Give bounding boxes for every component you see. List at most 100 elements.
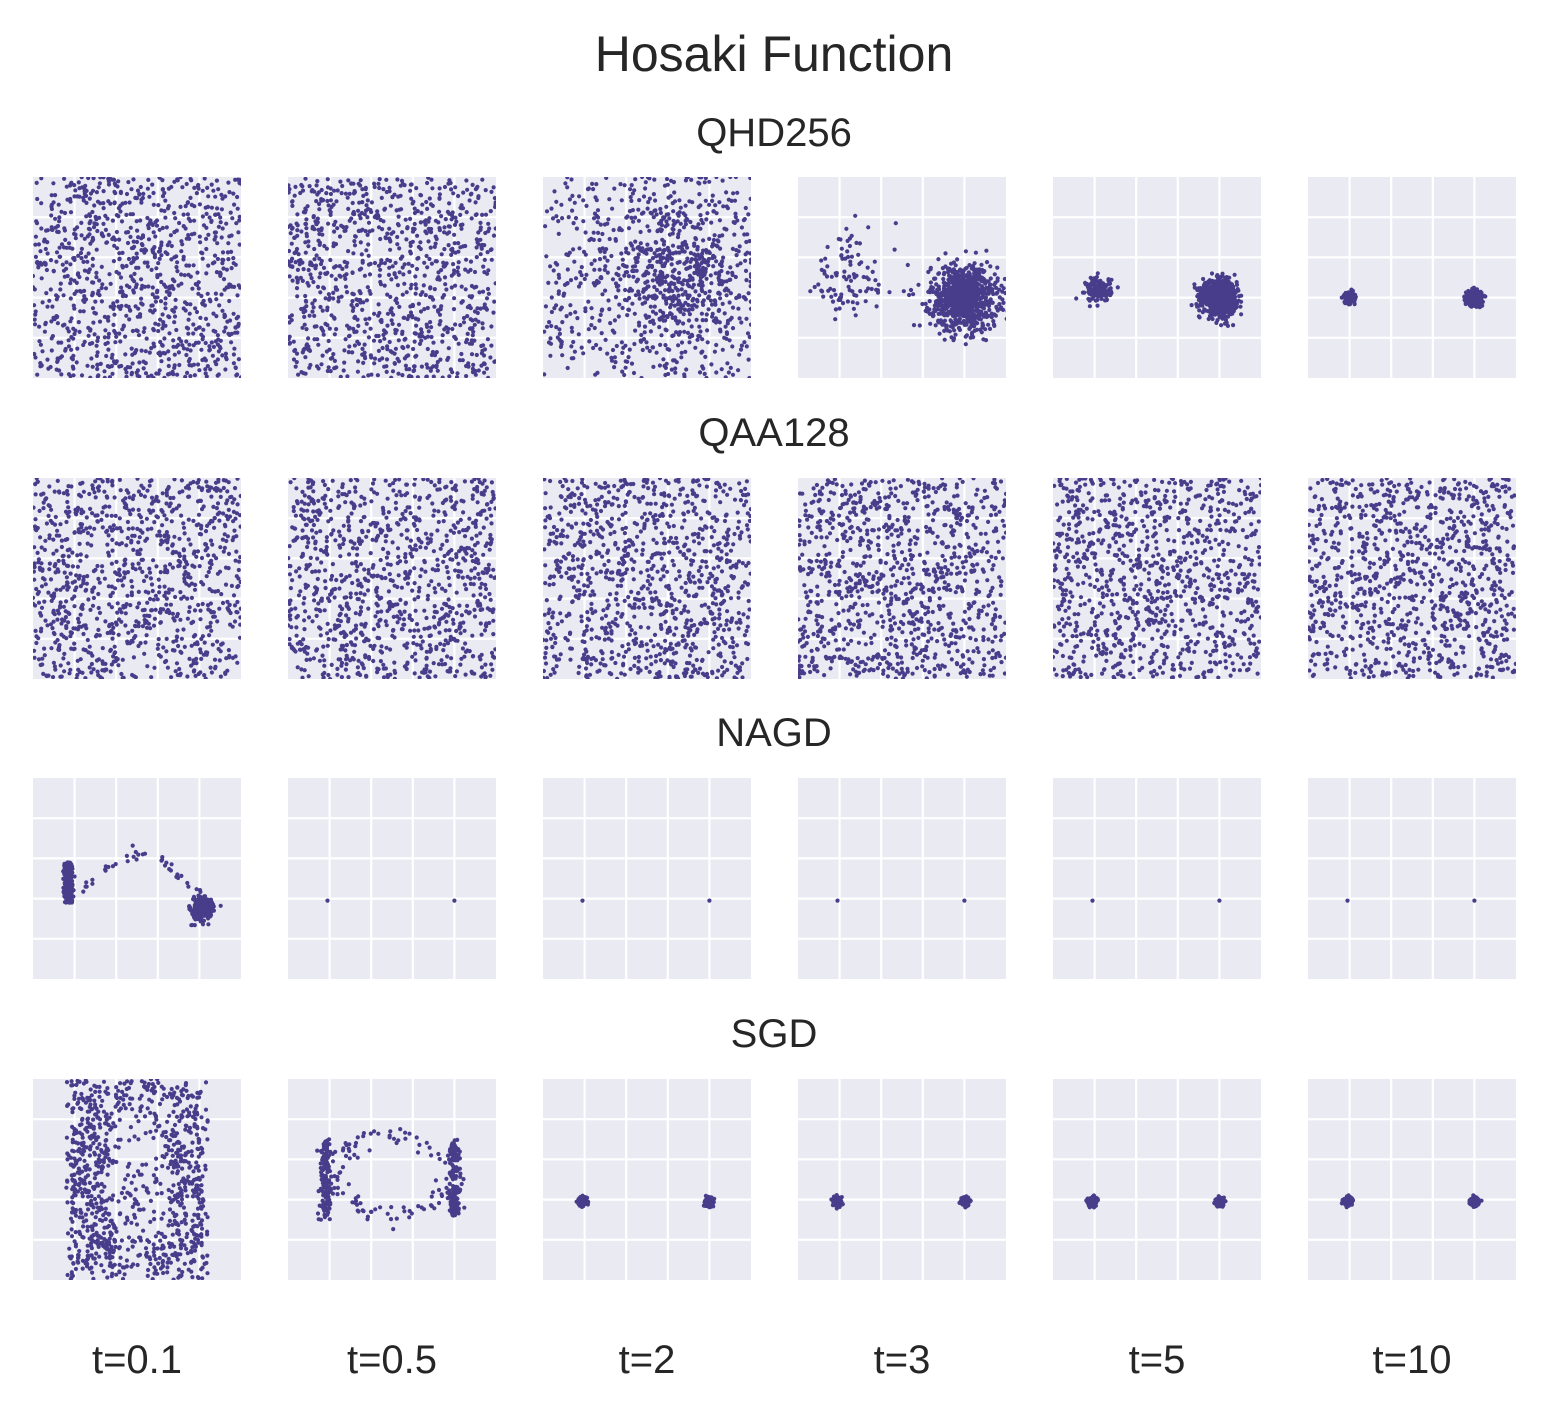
scatter-point xyxy=(378,267,383,272)
scatter-point xyxy=(579,265,584,270)
scatter-point xyxy=(135,188,141,193)
scatter-point xyxy=(470,370,476,375)
scatter-point xyxy=(1232,295,1238,300)
scatter-point xyxy=(334,327,339,332)
scatter-point xyxy=(375,209,380,214)
scatter-point xyxy=(686,318,692,323)
scatter-point xyxy=(103,213,108,218)
scatter-point xyxy=(423,335,428,340)
scatter-point xyxy=(149,303,154,308)
scatter-point xyxy=(314,324,319,329)
scatter-point xyxy=(402,262,407,267)
scatter-point xyxy=(39,177,44,181)
scatter-point xyxy=(549,323,554,329)
scatter-point xyxy=(930,314,936,319)
scatter-point xyxy=(378,217,383,223)
scatter-point xyxy=(109,364,114,369)
scatter-point xyxy=(231,256,236,261)
scatter-point xyxy=(393,346,398,351)
scatter-point xyxy=(197,202,202,207)
scatter-point xyxy=(968,325,973,330)
scatter-point xyxy=(418,240,423,245)
scatter-point xyxy=(369,200,374,205)
scatter-point xyxy=(358,178,363,183)
scatter-point xyxy=(365,215,370,220)
scatter-point xyxy=(237,218,241,223)
scatter-point xyxy=(453,283,458,288)
scatter-point xyxy=(191,331,196,336)
scatter-point xyxy=(734,253,739,258)
scatter-point xyxy=(331,290,336,295)
scatter-point xyxy=(671,227,676,232)
scatter-point xyxy=(600,292,605,297)
scatter-point xyxy=(565,177,570,180)
scatter-point xyxy=(406,261,411,266)
scatter-point xyxy=(706,307,711,312)
scatter-point xyxy=(128,234,133,239)
scatter-point xyxy=(579,345,584,350)
scatter-point xyxy=(142,250,147,255)
scatter-point xyxy=(603,337,608,342)
scatter-point xyxy=(86,333,91,338)
scatter-point xyxy=(400,230,405,235)
scatter-point xyxy=(745,331,751,336)
scatter-point xyxy=(188,302,193,307)
scatter-point xyxy=(493,202,496,207)
scatter-point xyxy=(628,195,633,200)
scatter-point xyxy=(717,262,723,267)
scatter-point xyxy=(474,352,479,358)
scatter-point xyxy=(653,198,658,203)
scatter-point xyxy=(309,276,314,281)
scatter-point xyxy=(671,333,676,338)
scatter-point xyxy=(444,261,449,266)
scatter-point xyxy=(591,237,596,242)
scatter-point xyxy=(211,311,216,316)
scatter-point xyxy=(107,375,112,378)
scatter-point xyxy=(931,310,936,315)
scatter-point xyxy=(50,304,55,309)
scatter-point xyxy=(103,286,109,291)
scatter-point xyxy=(64,184,69,189)
scatter-point xyxy=(473,187,478,192)
scatter-point xyxy=(722,311,727,316)
scatter-point xyxy=(606,217,611,222)
scatter-point xyxy=(479,363,484,368)
scatter-point xyxy=(730,372,736,377)
scatter-point xyxy=(103,328,108,333)
scatter-point xyxy=(1227,275,1232,280)
scatter-point xyxy=(431,374,436,378)
scatter-point xyxy=(382,283,387,288)
scatter-point xyxy=(747,334,751,340)
scatter-point xyxy=(737,352,742,357)
scatter-point xyxy=(419,327,424,332)
scatter-point xyxy=(636,218,641,223)
scatter-point xyxy=(564,252,569,257)
scatter-point xyxy=(114,269,119,275)
scatter-point xyxy=(923,301,928,306)
scatter-point xyxy=(735,190,740,195)
scatter-point xyxy=(476,368,481,373)
scatter-point xyxy=(87,212,92,217)
scatter-point xyxy=(699,255,704,260)
scatter-point xyxy=(159,359,164,364)
scatter-point xyxy=(641,273,646,278)
scatter-point xyxy=(1095,271,1100,276)
scatter-point xyxy=(363,229,368,234)
scatter-point xyxy=(938,292,943,297)
scatter-point xyxy=(634,268,639,273)
scatter-point xyxy=(181,224,186,229)
scatter-point xyxy=(199,293,204,299)
scatter-point xyxy=(981,270,986,275)
scatter-point xyxy=(59,209,64,214)
scatter-point xyxy=(449,187,454,192)
scatter-point xyxy=(483,188,488,193)
scatter-point xyxy=(549,295,554,300)
scatter-point xyxy=(709,281,714,286)
scatter-point xyxy=(949,307,954,312)
scatter-point xyxy=(108,281,113,286)
scatter-point xyxy=(988,276,993,281)
scatter-point xyxy=(967,301,972,306)
scatter-point xyxy=(714,211,719,216)
scatter-point xyxy=(403,217,408,222)
scatter-point xyxy=(234,373,239,378)
